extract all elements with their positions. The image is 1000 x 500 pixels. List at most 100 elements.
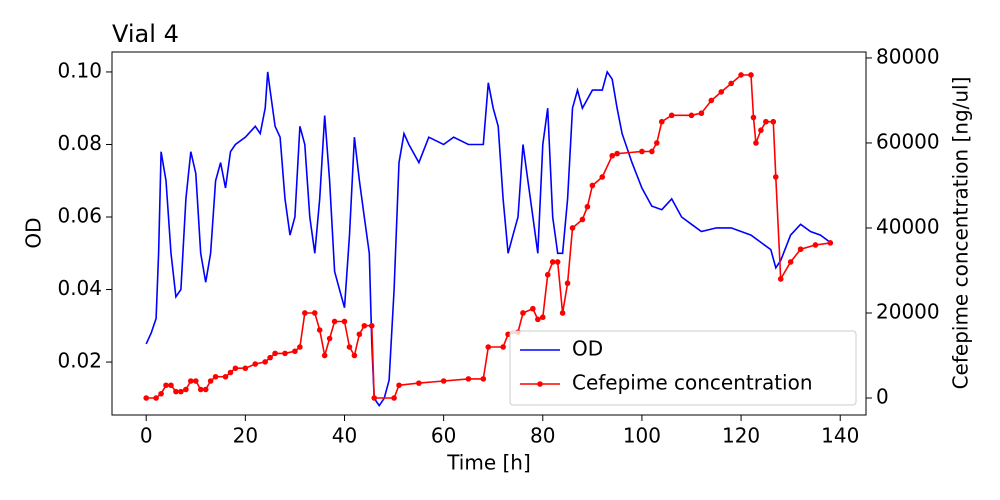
data-point [772, 174, 779, 180]
data-point [267, 354, 273, 361]
data-point [163, 382, 169, 389]
data-point [812, 242, 819, 248]
data-point [797, 246, 804, 253]
data-point [738, 72, 744, 78]
data-point [302, 310, 308, 316]
data-point [440, 378, 447, 384]
legend: OD Cefepime concentration [509, 330, 857, 406]
data-point [178, 388, 184, 395]
data-point [222, 373, 229, 380]
data-point [750, 114, 757, 121]
legend-box [509, 330, 857, 406]
data-point [589, 182, 596, 189]
y-tick-label: 0.06 [57, 204, 102, 228]
data-point [297, 344, 303, 350]
data-point [554, 259, 561, 265]
data-point [559, 310, 566, 316]
data-point [658, 118, 665, 125]
data-point [549, 259, 556, 265]
data-point [688, 112, 695, 119]
data-point [770, 118, 777, 125]
data-point [544, 271, 551, 278]
x-axis-label: Time [h] [446, 451, 531, 475]
data-point [654, 140, 660, 146]
y2-tick-label: 20000 [876, 299, 940, 323]
data-point [316, 327, 323, 333]
data-point [183, 386, 189, 393]
data-point [158, 390, 164, 397]
data-point [614, 150, 620, 157]
data-point [416, 380, 422, 386]
data-point [609, 152, 615, 159]
data-point [326, 335, 333, 342]
data-point [341, 318, 348, 325]
x-tick-label: 20 [233, 424, 258, 448]
data-point [579, 216, 586, 223]
data-point [827, 240, 834, 246]
data-point [728, 80, 734, 87]
data-point [480, 376, 487, 382]
legend-label: Cefepime concentration [572, 371, 813, 395]
data-point [465, 376, 472, 382]
data-point [564, 280, 571, 287]
x-tick-label: 80 [530, 424, 555, 448]
data-point [668, 112, 675, 119]
y2-tick-label: 80000 [876, 44, 940, 68]
y-tick-label: 0.02 [57, 349, 102, 373]
data-point [500, 344, 506, 350]
data-point [391, 395, 397, 401]
data-point [368, 322, 375, 329]
data-point [539, 314, 546, 321]
data-point [311, 310, 318, 316]
data-point [639, 148, 645, 155]
legend-label: OD [572, 337, 603, 361]
y-tick-label: 0.04 [57, 276, 102, 300]
data-point [753, 140, 759, 146]
data-point [232, 365, 239, 372]
data-point [530, 305, 536, 312]
y2-tick-label: 60000 [876, 129, 940, 153]
y-tick-label: 0.10 [57, 58, 102, 82]
data-point [758, 127, 764, 134]
data-point [346, 344, 353, 350]
x-tick-label: 40 [332, 424, 357, 448]
data-point [777, 276, 784, 282]
data-point [252, 361, 259, 367]
y2-axis-label: Cefepime concentration [ng/ul] [949, 77, 973, 390]
data-point [708, 97, 715, 104]
x-tick-label: 120 [722, 424, 760, 448]
data-point [698, 110, 705, 117]
data-point [361, 322, 368, 329]
data-point [535, 316, 541, 323]
y2-tick-label: 0 [876, 384, 889, 408]
data-point [505, 331, 511, 338]
data-point [242, 365, 249, 372]
data-point [331, 318, 338, 325]
x-tick-label: 0 [140, 424, 153, 448]
data-point [207, 378, 214, 384]
x-tick-label: 60 [431, 424, 456, 448]
y-tick-label: 0.08 [57, 131, 102, 155]
series-line [145, 70, 831, 408]
data-point [192, 378, 199, 384]
data-point [202, 386, 209, 393]
data-point [569, 225, 576, 231]
data-point [153, 395, 159, 401]
legend-marker [537, 381, 543, 387]
data-point [188, 378, 194, 384]
data-point [718, 89, 725, 95]
plot-frame [111, 51, 867, 416]
data-point [748, 72, 754, 78]
x-tick-label: 140 [821, 424, 859, 448]
data-point [282, 350, 288, 357]
data-point [584, 203, 591, 210]
data-point [351, 352, 358, 359]
data-point [227, 369, 234, 376]
y2-tick-label: 40000 [876, 214, 940, 238]
chart-title: Vial 4 [112, 20, 179, 48]
data-point [272, 350, 278, 357]
data-point [262, 359, 268, 365]
data-point [197, 386, 204, 393]
data-point [168, 382, 174, 389]
